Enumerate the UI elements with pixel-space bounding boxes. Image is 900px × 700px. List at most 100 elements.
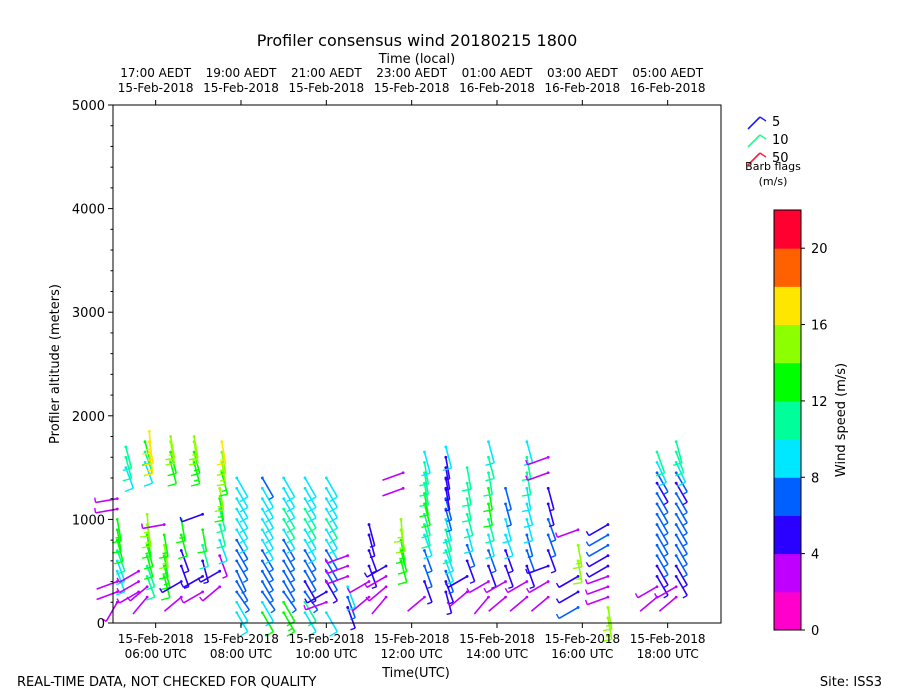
wind-barb [654, 585, 678, 599]
barb-shaft [504, 565, 514, 587]
wind-barb [260, 569, 275, 594]
wind-barb [178, 533, 188, 560]
barb-station [282, 528, 286, 532]
barb-station [235, 528, 239, 532]
barb-shaft [656, 513, 669, 534]
top-tick-date: 15-Feb-2018 [203, 81, 279, 95]
barb-shaft [261, 612, 275, 633]
colorbar-segment [774, 210, 801, 249]
barb-feather [663, 522, 669, 527]
barb-feather [179, 536, 185, 539]
wind-barb [235, 549, 249, 573]
wind-barb [371, 595, 388, 615]
x-tick-time: 16:00 UTC [551, 647, 613, 661]
barb-shaft [326, 575, 348, 585]
barb-shaft [371, 596, 387, 615]
barb-station [444, 549, 448, 552]
barbs-layer [94, 429, 688, 642]
barb-shaft [445, 477, 451, 500]
wind-barb [483, 502, 494, 528]
barb-shaft [487, 441, 495, 464]
chart-title: Profiler consensus wind 20180215 1800 [257, 31, 578, 50]
barb-station [260, 549, 264, 552]
legend-entry-10: 10 [747, 133, 789, 148]
barb-shaft [586, 585, 609, 596]
barb-station [674, 585, 678, 589]
barb-shaft [656, 472, 669, 493]
barb-feather [555, 582, 560, 588]
wind-barb [235, 507, 249, 534]
wind-barb [485, 518, 495, 544]
barb-shaft [119, 580, 140, 594]
barb-station [487, 502, 490, 506]
barb-feather [395, 561, 405, 565]
wind-barb [584, 585, 610, 596]
barb-shaft [530, 596, 549, 612]
barb-feather [525, 475, 529, 481]
barb-shaft [526, 488, 532, 511]
x-tick-time: 06:00 UTC [125, 647, 187, 661]
wind-barb [303, 497, 317, 523]
barb-feather [311, 579, 317, 583]
barb-station [235, 580, 239, 583]
wind-barb [602, 606, 613, 632]
wind-barb [419, 492, 430, 518]
wind-barb [142, 429, 152, 455]
barb-shaft [526, 457, 532, 480]
wind-barb [260, 590, 276, 614]
barb-station [235, 518, 239, 521]
barb-shaft [407, 596, 425, 612]
barb-shaft [181, 513, 203, 523]
barb-feather [576, 562, 582, 565]
barb-shaft [445, 539, 453, 562]
wind-barb [423, 564, 433, 590]
barb-feather [663, 563, 669, 568]
barb-station [606, 564, 610, 568]
wind-barb [526, 580, 550, 594]
wind-barb [324, 554, 350, 564]
barb-station [423, 595, 426, 599]
barb-feather [307, 548, 317, 554]
barb-station [525, 471, 529, 475]
barb-feather [483, 524, 493, 528]
wind-barb [122, 455, 133, 482]
barb-shaft [200, 570, 221, 583]
barb-feather [550, 554, 556, 558]
barb-feather [657, 481, 667, 487]
barb-feather [219, 469, 226, 472]
wind-barb [655, 471, 669, 495]
y-tick-label: 0 [97, 617, 105, 632]
wind-barb [555, 528, 580, 539]
barb-feather [346, 606, 356, 612]
barb-feather [307, 496, 317, 503]
legend-label: 5 [772, 115, 780, 130]
barb-feather [446, 601, 451, 607]
barb-station [218, 538, 222, 542]
barb-feather [289, 589, 296, 594]
wind-barb [421, 450, 431, 477]
wind-barb [282, 497, 296, 523]
barb-feather [550, 570, 556, 574]
wind-barb [674, 461, 687, 487]
top-axis-label: Time (local) [378, 52, 455, 67]
barb-station [303, 611, 307, 615]
barb-station [546, 533, 550, 537]
barb-station [384, 595, 388, 599]
barb-feather [483, 587, 488, 593]
barb-station [576, 606, 580, 609]
barb-shaft [526, 519, 534, 541]
barb-feather [94, 507, 97, 513]
barb-feather [572, 566, 583, 570]
wind-barb [282, 476, 296, 503]
barb-station [401, 486, 405, 490]
barb-feather [602, 628, 612, 632]
barb-station [260, 611, 264, 615]
barb-feather [116, 580, 126, 586]
colorbar-segment [774, 591, 801, 631]
barb-shaft [607, 607, 613, 630]
barb-station [282, 600, 286, 604]
barb-station [444, 590, 448, 594]
barb-feather [584, 589, 588, 595]
barb-feather [421, 545, 431, 549]
barb-station [674, 481, 678, 485]
